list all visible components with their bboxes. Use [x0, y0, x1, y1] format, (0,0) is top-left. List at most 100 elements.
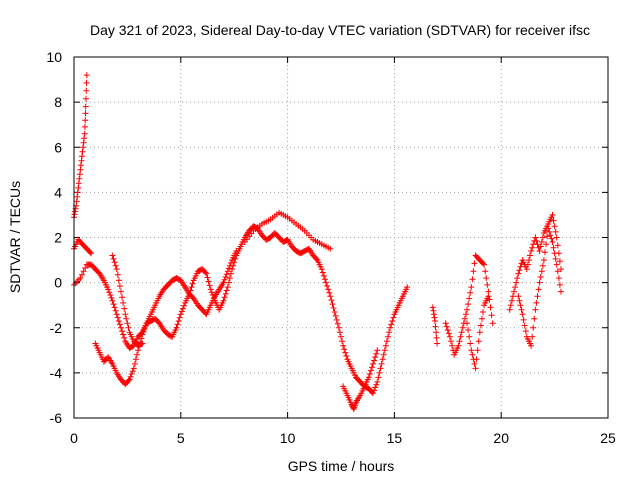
y-tick-label: 2: [54, 230, 62, 246]
data-point: [524, 261, 531, 268]
data-point: [123, 315, 130, 322]
data-point: [327, 245, 334, 252]
data-point: [226, 275, 233, 282]
data-point: [374, 378, 381, 385]
data-point: [226, 262, 233, 269]
data-point: [233, 248, 240, 254]
data-point: [517, 302, 524, 309]
x-tick-label: 5: [177, 430, 185, 446]
data-point: [521, 322, 528, 329]
data-point: [129, 368, 136, 375]
data-point: [372, 384, 379, 391]
data-point: [523, 266, 530, 273]
data-point: [220, 279, 227, 286]
data-point: [465, 327, 472, 333]
data-point: [551, 223, 558, 230]
data-point: [404, 284, 411, 291]
y-axis-label: SDTVAR / TECUs: [7, 181, 23, 293]
data-point: [546, 228, 553, 235]
data-point: [433, 329, 440, 336]
data-point: [81, 135, 88, 142]
data-point: [538, 239, 545, 245]
data-point: [379, 356, 386, 363]
y-axis-ticks: -6 -4 -2 0 2 4 6 8 10: [46, 49, 608, 426]
data-point: [339, 338, 346, 345]
data-point: [118, 288, 124, 295]
data-point: [367, 367, 374, 374]
data-point: [120, 331, 127, 338]
data-point: [522, 328, 529, 335]
data-point: [471, 260, 478, 267]
data-point: [207, 286, 214, 293]
data-point: [331, 309, 338, 315]
data-point: [224, 268, 231, 275]
data-point: [138, 341, 145, 348]
data-point: [324, 283, 331, 289]
data-point: [333, 316, 340, 323]
data-point: [534, 241, 541, 248]
x-axis-ticks: 0 5 10 15 20 25: [70, 57, 616, 446]
data-point: [77, 275, 84, 282]
data-point: [113, 266, 120, 273]
data-point: [469, 276, 476, 283]
data-point: [532, 306, 539, 313]
data-point: [520, 316, 527, 323]
data-point: [547, 232, 554, 239]
data-point: [82, 117, 89, 124]
data-points: [71, 72, 564, 412]
data-point: [82, 265, 89, 271]
data-point: [83, 95, 89, 102]
data-point: [457, 333, 464, 340]
data-point: [432, 323, 439, 330]
data-point: [373, 381, 380, 388]
data-point: [109, 252, 116, 259]
data-point: [531, 315, 538, 322]
data-point: [113, 311, 120, 318]
data-point: [529, 333, 536, 340]
data-point: [472, 365, 479, 372]
data-point: [538, 268, 545, 275]
data-point: [224, 284, 231, 291]
data-point: [551, 250, 558, 257]
data-point: [471, 360, 478, 367]
data-point: [506, 306, 513, 313]
data-point: [328, 297, 335, 304]
data-point: [467, 289, 474, 296]
data-point: [342, 349, 349, 356]
data-point: [488, 312, 495, 319]
data-point: [550, 217, 557, 224]
data-point: [515, 270, 522, 277]
data-point: [519, 311, 526, 318]
data-point: [385, 333, 391, 340]
data-point: [374, 347, 381, 354]
x-tick-label: 15: [387, 430, 403, 446]
data-point: [81, 123, 88, 130]
data-point: [518, 306, 525, 313]
data-point: [484, 281, 491, 288]
data-point: [481, 261, 488, 268]
data-point: [179, 305, 186, 312]
data-point: [527, 252, 533, 259]
data-point: [174, 321, 181, 328]
x-axis-label: GPS time / hours: [288, 458, 395, 474]
data-point: [87, 249, 93, 256]
data-point: [387, 324, 394, 331]
data-point: [466, 295, 473, 302]
data-point: [189, 280, 196, 287]
data-point: [327, 293, 334, 300]
data-point: [88, 250, 95, 257]
data-point: [553, 261, 560, 268]
data-point: [341, 346, 348, 353]
y-tick-label: 8: [54, 94, 62, 110]
data-point: [131, 360, 138, 367]
data-point: [114, 271, 121, 278]
data-point: [537, 243, 544, 250]
data-point: [222, 274, 229, 280]
data-point: [448, 338, 454, 345]
data-point: [443, 323, 450, 330]
data-point: [465, 301, 472, 308]
data-point: [125, 324, 132, 331]
data-point: [536, 279, 543, 286]
data-point: [434, 340, 441, 347]
